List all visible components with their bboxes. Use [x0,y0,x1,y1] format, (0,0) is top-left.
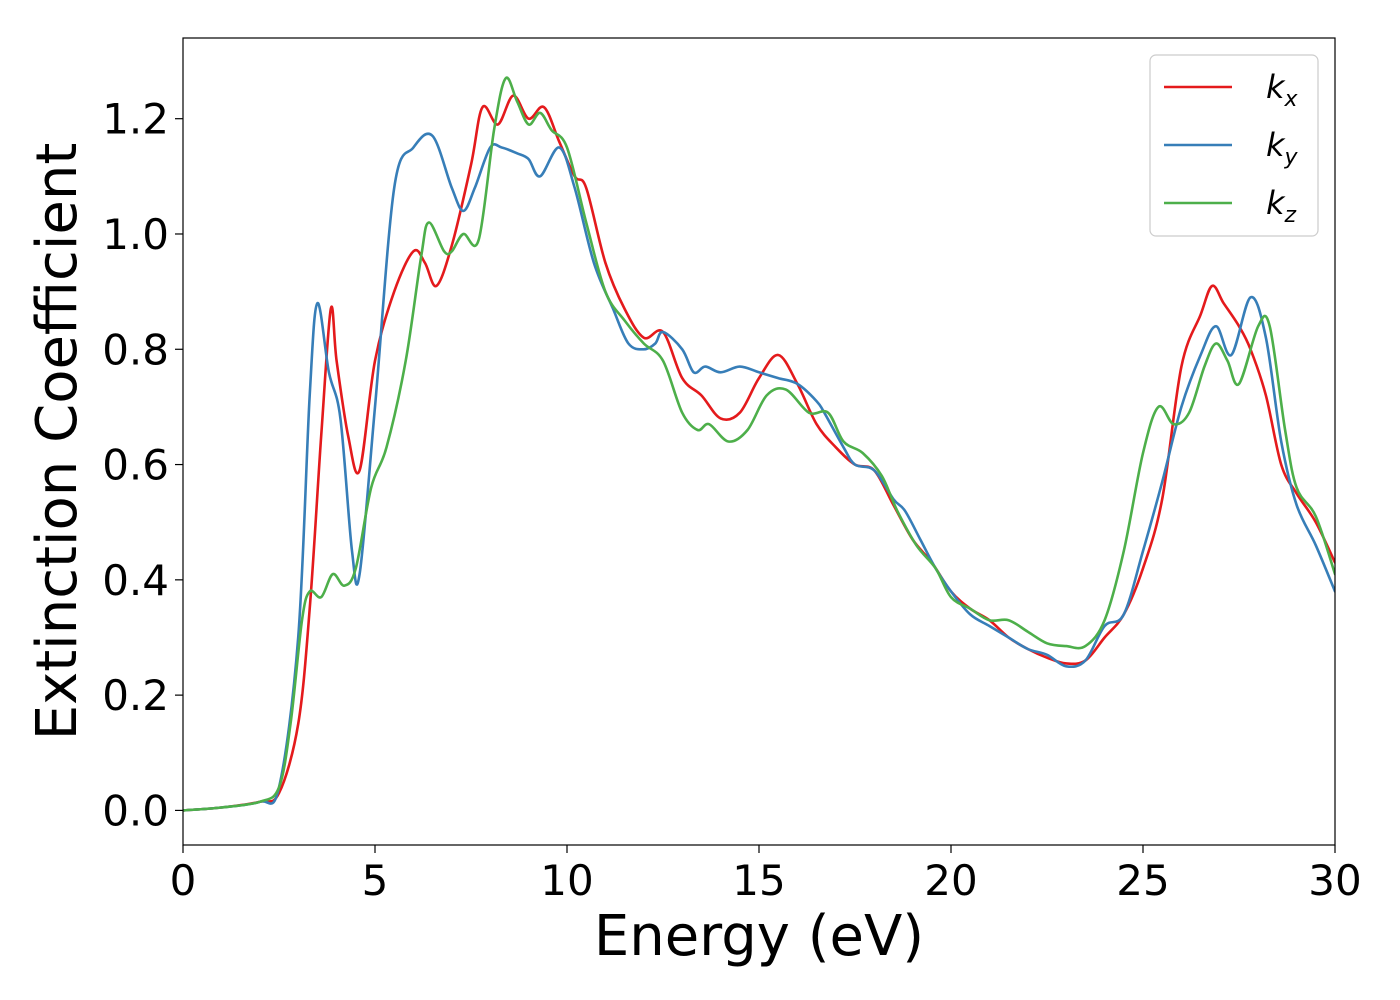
y-axis: 0.0 0.2 0.4 0.6 0.8 1.0 1.2 [102,95,183,835]
legend-label-base: k [1266,68,1286,106]
x-tick-label: 30 [1308,856,1361,905]
legend-box [1149,54,1319,237]
y-tick-label: 0.8 [102,325,169,374]
y-tick-label: 0.0 [102,786,169,835]
x-tick-label: 10 [540,856,593,905]
legend-label-kz: kz [1266,184,1297,228]
x-axis-label: Energy (eV) [594,904,924,969]
series-line-ky [183,132,1335,812]
y-axis-label: Extinction Coefficient [25,143,90,741]
x-tick-label: 15 [732,856,785,905]
legend-label-kx: kx [1266,68,1299,112]
legend-label-subscript: z [1284,203,1297,228]
x-axis: 0 5 10 15 20 25 30 [170,845,1362,905]
x-tick-label: 20 [924,856,977,905]
legend-label-ky: ky [1266,126,1299,170]
y-tick-label: 1.2 [102,95,169,144]
legend-label-subscript: x [1284,87,1299,112]
y-tick-label: 1.0 [102,210,169,259]
x-tick-label: 25 [1116,856,1169,905]
series-line-kx [183,94,1335,812]
legend-label-base: k [1266,126,1286,164]
y-tick-label: 0.6 [102,441,169,490]
legend-label-base: k [1266,184,1286,222]
x-tick-label: 5 [362,856,389,905]
legend-label-subscript: y [1284,145,1299,170]
series-group [183,76,1335,812]
y-tick-label: 0.2 [102,671,169,720]
y-tick-label: 0.4 [102,556,169,605]
series-line-kz [183,76,1335,812]
x-tick-label: 0 [170,856,197,905]
